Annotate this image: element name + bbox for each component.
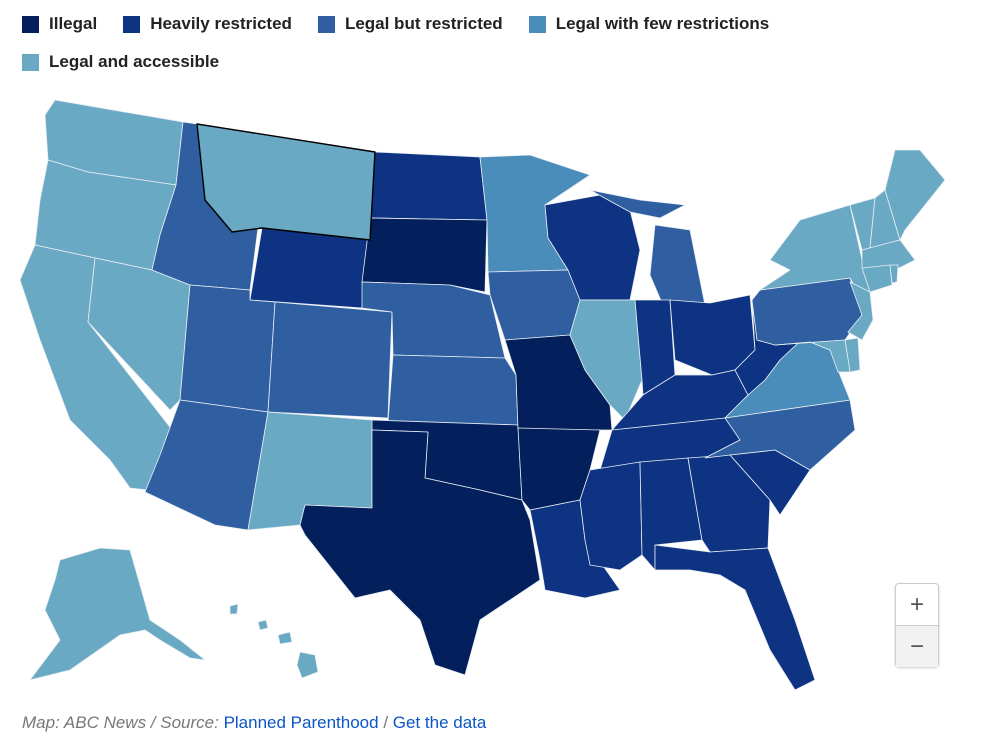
state-ia[interactable] <box>487 269 581 341</box>
legend: Illegal Heavily restricted Legal but res… <box>22 14 922 72</box>
state-ma[interactable] <box>861 239 916 271</box>
zoom-in-button[interactable]: + <box>896 584 938 626</box>
state-md[interactable] <box>774 339 851 373</box>
state-ms[interactable] <box>579 461 643 571</box>
state-ct[interactable] <box>861 264 893 293</box>
state-shape[interactable] <box>861 264 893 293</box>
legend-swatch <box>528 15 546 33</box>
state-shape[interactable] <box>369 151 488 221</box>
legend-swatch <box>22 53 39 71</box>
state-shape[interactable] <box>196 123 376 241</box>
state-ks[interactable] <box>387 354 519 426</box>
state-nc[interactable] <box>704 399 856 471</box>
legend-item-legal-but-restricted: Legal but restricted <box>317 14 503 34</box>
state-shape[interactable] <box>249 227 371 309</box>
state-shape[interactable] <box>649 224 706 311</box>
state-shape[interactable] <box>387 354 519 426</box>
state-ri[interactable] <box>889 264 899 284</box>
state-shape[interactable] <box>861 239 916 271</box>
legend-item-accessible: Legal and accessible <box>22 52 219 72</box>
legend-item-few-restrictions: Legal with few restrictions <box>528 14 770 34</box>
state-shape[interactable] <box>889 264 899 284</box>
state-mi[interactable] <box>589 189 706 311</box>
state-nj[interactable] <box>847 281 874 341</box>
state-shape[interactable] <box>847 281 874 341</box>
source-link[interactable]: Planned Parenthood <box>223 713 379 732</box>
state-shape[interactable] <box>257 619 269 631</box>
state-shape[interactable] <box>579 461 643 571</box>
state-sd[interactable] <box>361 217 488 293</box>
legend-label: Legal with few restrictions <box>555 14 770 33</box>
legend-swatch <box>123 15 141 33</box>
legend-label: Legal but restricted <box>344 14 503 33</box>
state-co[interactable] <box>267 301 393 419</box>
state-shape[interactable] <box>267 301 393 419</box>
legend-swatch <box>22 15 39 33</box>
state-shape[interactable] <box>361 217 488 293</box>
state-shape[interactable] <box>774 339 851 373</box>
state-shape[interactable] <box>487 269 581 341</box>
legend-label: Heavily restricted <box>150 14 292 33</box>
state-mt[interactable] <box>196 123 376 241</box>
state-wy[interactable] <box>249 227 371 309</box>
separator: / <box>383 713 389 732</box>
footer-credit: Map: ABC News / Source: Planned Parentho… <box>22 713 486 733</box>
legend-item-illegal: Illegal <box>22 14 97 34</box>
state-tx[interactable] <box>299 429 541 676</box>
legend-swatch <box>317 15 335 33</box>
legend-label: Illegal <box>49 14 98 33</box>
state-ak[interactable] <box>29 547 206 681</box>
state-hi[interactable] <box>229 603 319 679</box>
state-shape[interactable] <box>29 547 206 681</box>
state-fl[interactable] <box>654 544 816 691</box>
state-ut[interactable] <box>179 284 276 413</box>
get-data-link[interactable]: Get the data <box>392 713 487 732</box>
state-shape[interactable] <box>277 631 293 645</box>
credit-text: Map: ABC News / Source: <box>22 713 219 732</box>
zoom-out-button[interactable]: − <box>896 626 938 667</box>
legend-item-heavily-restricted: Heavily restricted <box>123 14 292 34</box>
state-shape[interactable] <box>654 544 816 691</box>
state-shape[interactable] <box>296 651 319 679</box>
zoom-controls: + − <box>895 583 939 667</box>
state-shape[interactable] <box>704 399 856 471</box>
state-nd[interactable] <box>369 151 488 221</box>
state-shape[interactable] <box>229 603 239 615</box>
state-shape[interactable] <box>589 189 686 219</box>
legend-label: Legal and accessible <box>49 52 220 71</box>
state-shape[interactable] <box>299 429 541 676</box>
state-shape[interactable] <box>179 284 276 413</box>
